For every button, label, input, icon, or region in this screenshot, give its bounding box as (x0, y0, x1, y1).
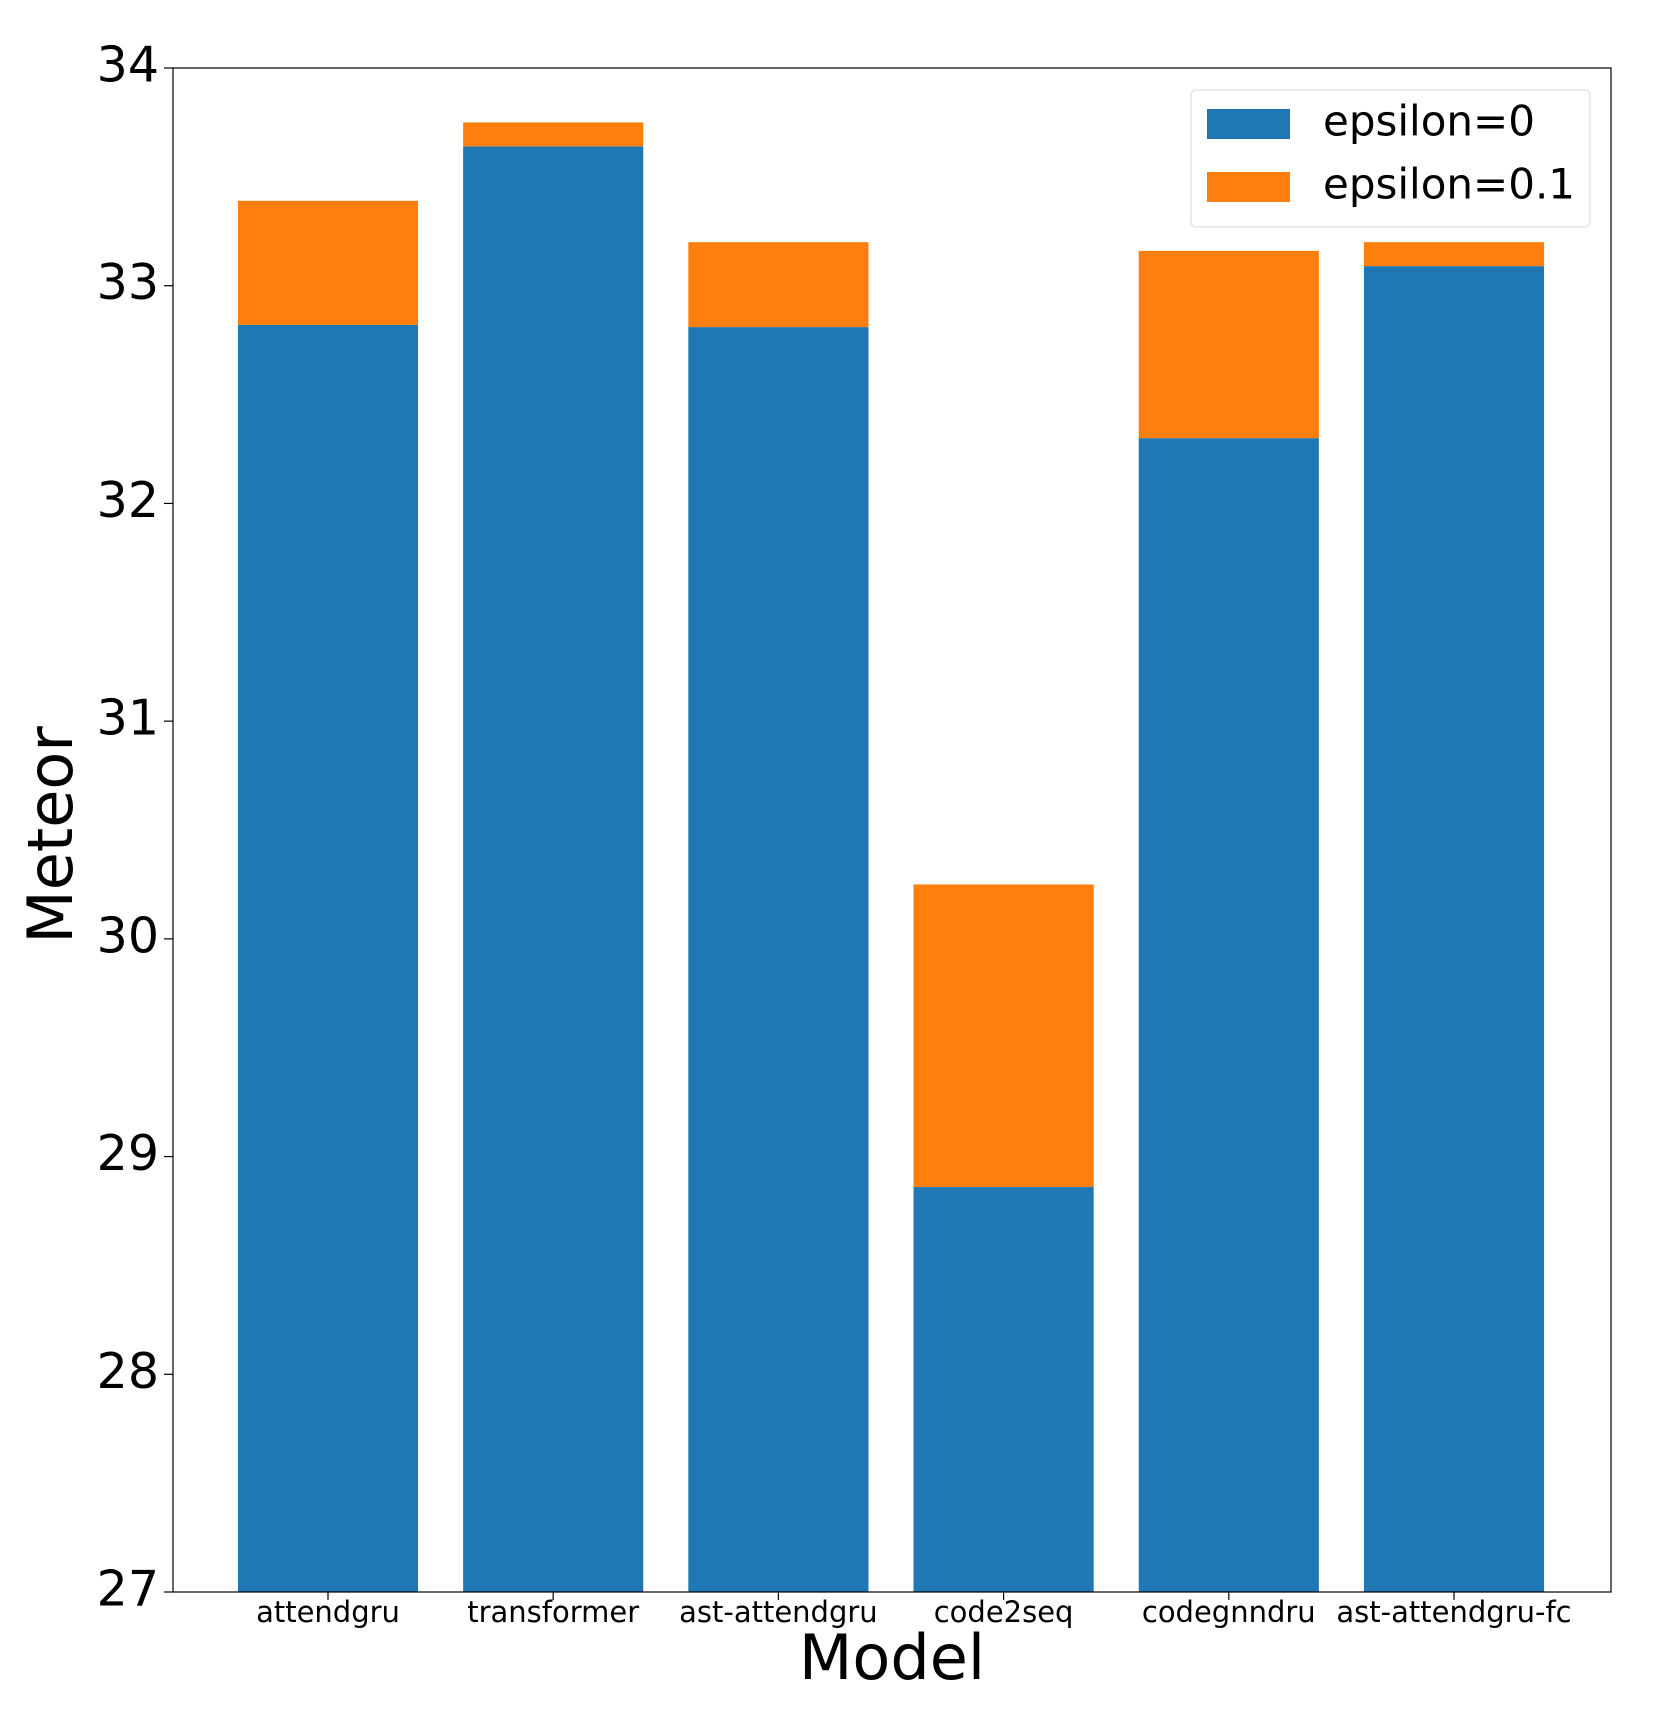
bar-segment (913, 1187, 1094, 1592)
plot-frame (172, 67, 1612, 1593)
x-tick-label: code2seq (934, 1595, 1074, 1629)
bar-segment (1138, 250, 1319, 439)
y-axis-label: Meteor (14, 726, 87, 944)
bar-segment (237, 324, 419, 1593)
y-tick-label: 27 (97, 1561, 159, 1618)
legend-label: epsilon=0.1 (1323, 160, 1575, 209)
legend-swatch (1207, 109, 1290, 139)
legend: epsilon=0 epsilon=0.1 (1190, 89, 1591, 228)
bar-segment (688, 242, 869, 328)
bar-segment (913, 884, 1094, 1188)
x-tick-label: attendgru (256, 1595, 400, 1629)
legend-label: epsilon=0 (1323, 97, 1535, 146)
bar-segment (463, 146, 644, 1592)
x-tick-label: ast-attendgru-fc (1336, 1595, 1571, 1629)
y-tick-label: 28 (97, 1343, 159, 1400)
x-axis-label: Model (799, 1621, 985, 1694)
y-tick-label: 34 (97, 37, 159, 94)
y-tick-label: 33 (97, 254, 159, 311)
x-tick-label: codegnndru (1142, 1595, 1316, 1629)
x-tick-label: ast-attendgru (679, 1595, 878, 1629)
bar-segment (463, 122, 644, 147)
x-tick-label: transformer (467, 1595, 639, 1629)
bar-segment (1138, 438, 1319, 1593)
legend-swatch (1207, 172, 1290, 202)
bar-segment (237, 200, 419, 325)
y-tick-label: 32 (97, 472, 159, 529)
bar-segment (1363, 266, 1545, 1592)
bar-segment (688, 327, 869, 1593)
y-tick-label: 31 (97, 690, 159, 747)
bar-segment (1363, 242, 1545, 267)
legend-box (1190, 89, 1591, 228)
y-tick-label: 30 (97, 907, 159, 964)
y-tick-label: 29 (97, 1125, 159, 1182)
